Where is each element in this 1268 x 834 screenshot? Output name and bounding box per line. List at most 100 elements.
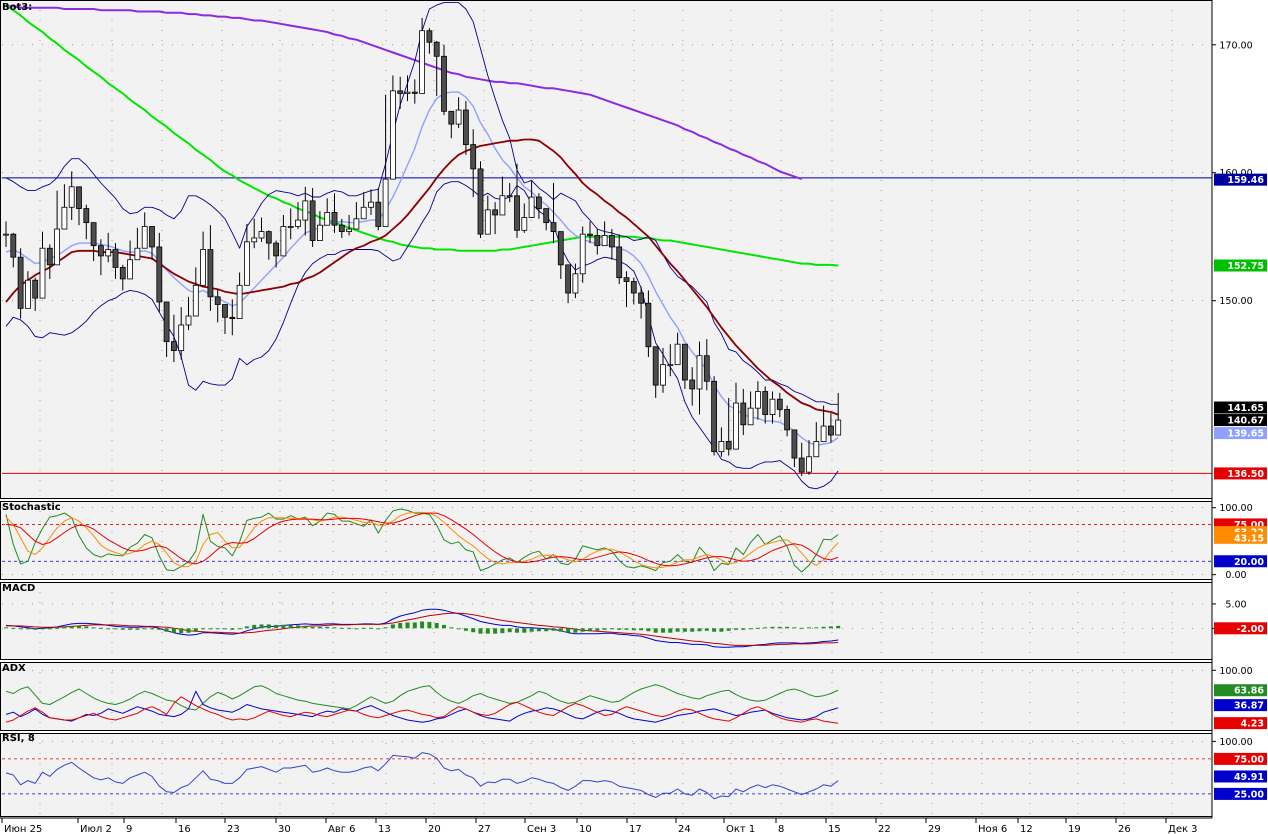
macd-histogram-bar (317, 626, 322, 629)
price-tag (1214, 427, 1267, 440)
x-tick-label: 9 (126, 824, 132, 834)
macd-histogram-bar (405, 622, 410, 629)
price-tag (1214, 467, 1267, 480)
candle-body (17, 256, 24, 309)
candle-body (134, 247, 141, 261)
candle-body (506, 195, 513, 198)
x-tick-label: Июл 2 (80, 824, 112, 834)
x-tick-label: 15 (828, 824, 841, 834)
candle-body (572, 273, 579, 294)
candle-body (492, 209, 499, 216)
x-tick-label: 29 (928, 824, 941, 834)
macd-histogram-bar (544, 628, 549, 632)
x-tick-label: 10 (579, 824, 592, 834)
candle-body (448, 110, 455, 125)
macd-histogram-bar (573, 628, 578, 633)
candle-body (324, 211, 331, 226)
candles (3, 17, 842, 476)
macd-histogram-bar (237, 628, 242, 630)
price-tag (1214, 752, 1267, 765)
macd-histogram-bar (354, 628, 359, 630)
candle-body (536, 196, 542, 209)
macd-histogram-bar (755, 627, 760, 629)
candle-body (477, 168, 484, 235)
adx-pane-title: ADX (2, 663, 26, 674)
macd-histogram-bar (449, 627, 454, 629)
macd-histogram-bar (266, 624, 271, 629)
candle-body (776, 398, 783, 410)
macd-histogram-bar (106, 628, 111, 630)
macd-histogram-bar (471, 628, 476, 633)
candle-body (703, 355, 710, 382)
candle-body (200, 249, 207, 286)
candle-body (368, 201, 374, 208)
x-tick-label: 16 (178, 824, 191, 834)
macd-histogram-bar (369, 627, 373, 629)
indicator-line-mdi (5, 696, 839, 724)
macd-histogram-bar (770, 626, 775, 629)
x-tick-label: Июн 25 (4, 824, 42, 834)
macd-histogram-bar (712, 628, 717, 632)
price-tag-label: 4.23 (1241, 719, 1264, 730)
macd-pane-title: MACD (2, 583, 35, 594)
candle-body (798, 457, 805, 473)
macd-histogram-bar (171, 628, 176, 633)
pane-background-1 (0, 501, 1212, 580)
candle-body (3, 233, 9, 236)
macd-histogram-bar (4, 627, 8, 629)
macd-histogram-bar (179, 628, 184, 634)
macd-histogram-bar (442, 624, 446, 629)
candle-body (346, 228, 353, 232)
price-tag-label: 136.50 (1227, 469, 1264, 480)
candle-body (236, 284, 243, 319)
candle-body (682, 343, 688, 381)
candle-body (76, 186, 82, 209)
candle-body (740, 402, 747, 426)
macd-histogram-bar (412, 622, 417, 629)
candle-body (725, 441, 732, 450)
price-tag-label: -2.00 (1237, 624, 1265, 635)
candle-body (820, 425, 827, 442)
price-tag-label: 141.65 (1227, 403, 1264, 414)
candle-body (667, 364, 674, 367)
macd-histogram-bar (244, 626, 249, 629)
x-tick-label: 19 (1068, 824, 1081, 834)
macd-histogram-bar (690, 628, 695, 632)
candle-body (462, 109, 469, 145)
price-tag-label: 140.67 (1227, 416, 1264, 427)
macd-histogram-bar (777, 626, 782, 629)
x-tick-label: 20 (428, 824, 441, 834)
candle-body (791, 429, 798, 459)
candle-body (696, 355, 703, 390)
y-tick-label: 100.00 (1219, 503, 1252, 514)
macd-histogram-bar (11, 627, 16, 629)
candle-body (674, 343, 681, 366)
candle-body (813, 441, 820, 458)
candle-body (616, 246, 623, 279)
x-tick-label: 26 (1118, 824, 1131, 834)
macd-histogram-bar (201, 628, 206, 630)
macd-histogram-bar (274, 624, 279, 629)
candle-body (295, 219, 301, 227)
candle-body (105, 249, 112, 257)
price-tag-label: 43.15 (1234, 533, 1264, 544)
candle-body (638, 292, 644, 304)
candle-body (652, 346, 659, 386)
candle-body (287, 226, 294, 228)
macd-histogram-bar (339, 627, 344, 629)
candle-body (762, 391, 769, 415)
price-tag (1214, 787, 1267, 800)
price-tag-label: 36.87 (1234, 701, 1264, 712)
x-tick-label: 27 (478, 824, 491, 834)
macd-histogram-bar (223, 628, 227, 630)
macd-histogram-bar (828, 626, 833, 629)
candle-body (316, 224, 323, 241)
macd-histogram-bar (522, 628, 527, 633)
macd-histogram-bar (646, 628, 651, 632)
x-tick-label: 22 (878, 824, 891, 834)
macd-histogram-bar (303, 625, 308, 629)
candle-body (54, 228, 60, 266)
price-pane-title: Bot3: (2, 2, 32, 13)
candle-body (397, 90, 404, 94)
